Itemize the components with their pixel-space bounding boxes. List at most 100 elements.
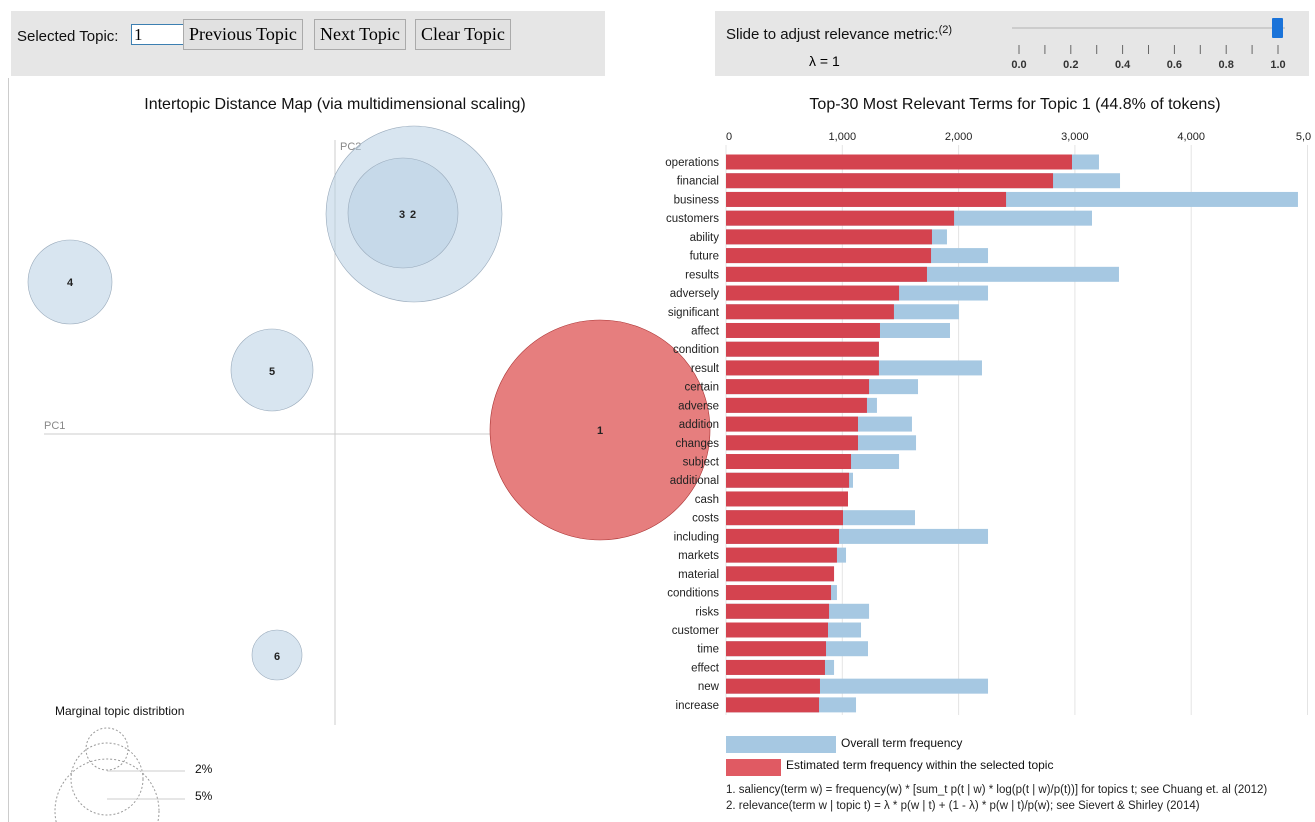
topic-frequency-bar[interactable] <box>726 435 859 451</box>
topic-frequency-bar[interactable] <box>726 491 848 507</box>
topic-frequency-bar[interactable] <box>726 229 932 245</box>
term-label[interactable]: certain <box>684 382 719 394</box>
topic-label-2: 2 <box>410 209 416 221</box>
term-label[interactable]: condition <box>673 344 719 356</box>
topic-circle-1[interactable] <box>489 319 711 541</box>
lambda-tick-label: 0.6 <box>1167 59 1182 71</box>
topic-frequency-bar[interactable] <box>726 191 1007 207</box>
topic-frequency-bar[interactable] <box>726 379 870 395</box>
topic-circle-6[interactable] <box>251 629 303 681</box>
x-tick-label: 2,000 <box>945 131 973 143</box>
topic-circle-4[interactable] <box>27 239 113 325</box>
term-label[interactable]: time <box>697 644 719 656</box>
topic-frequency-bar[interactable] <box>726 454 852 470</box>
term-label[interactable]: result <box>691 363 720 375</box>
topic-frequency-bar[interactable] <box>726 397 867 413</box>
topic-frequency-bar[interactable] <box>726 528 840 544</box>
term-label[interactable]: risks <box>695 606 719 618</box>
selected-topic-input[interactable] <box>131 24 189 45</box>
marginal-legend-circle <box>85 727 129 771</box>
pc1-label: PC1 <box>44 420 65 432</box>
term-label[interactable]: significant <box>668 307 720 319</box>
lambda-tick-label: 1.0 <box>1270 59 1285 71</box>
previous-topic-button[interactable]: Previous Topic <box>183 19 303 50</box>
next-topic-button[interactable]: Next Topic <box>314 19 406 50</box>
term-label[interactable]: conditions <box>667 588 719 600</box>
term-label[interactable]: customers <box>666 213 719 225</box>
marginal-legend-circle <box>70 742 144 816</box>
topic-circle-3[interactable] <box>347 157 459 269</box>
term-label[interactable]: results <box>685 269 719 281</box>
topic-frequency-bar[interactable] <box>726 285 900 301</box>
topic-label-1: 1 <box>597 425 603 437</box>
topic-circle-5[interactable] <box>230 328 314 412</box>
x-tick-label: 0 <box>726 131 732 143</box>
term-label[interactable]: customer <box>672 625 719 637</box>
term-label[interactable]: cash <box>695 494 719 506</box>
term-label[interactable]: future <box>690 251 719 263</box>
left-border <box>8 78 9 822</box>
term-label[interactable]: material <box>678 569 719 581</box>
term-label[interactable]: new <box>698 681 720 693</box>
topic-frequency-bar[interactable] <box>726 341 879 357</box>
topic-frequency-bar[interactable] <box>726 510 843 526</box>
term-label[interactable]: markets <box>678 550 719 562</box>
legend-topic-swatch <box>726 759 781 776</box>
topic-frequency-bar[interactable] <box>726 304 894 320</box>
topic-frequency-bar[interactable] <box>726 416 859 432</box>
topic-frequency-bar[interactable] <box>726 697 820 713</box>
topic-label-6: 6 <box>274 651 280 663</box>
lambda-tick-label: 0.0 <box>1011 59 1026 71</box>
term-label[interactable]: additional <box>670 475 719 487</box>
lambda-panel: Slide to adjust relevance metric:(2) λ =… <box>715 11 1309 76</box>
clear-topic-button[interactable]: Clear Topic <box>415 19 511 50</box>
term-label[interactable]: costs <box>692 513 719 525</box>
term-label[interactable]: adverse <box>678 400 719 412</box>
x-tick-label: 5,0 <box>1296 131 1311 143</box>
topic-frequency-bar[interactable] <box>726 547 837 563</box>
x-tick-label: 4,000 <box>1177 131 1205 143</box>
term-label[interactable]: adversely <box>670 288 719 300</box>
term-label[interactable]: increase <box>676 700 719 712</box>
lambda-footnote: (2) <box>938 24 953 36</box>
term-label[interactable]: changes <box>676 438 720 450</box>
topic-frequency-bar[interactable] <box>726 659 825 675</box>
legend-overall-swatch <box>726 736 836 753</box>
term-label[interactable]: addition <box>679 419 719 431</box>
topic-frequency-bar[interactable] <box>726 248 932 264</box>
topic-frequency-bar[interactable] <box>726 210 955 226</box>
topic-frequency-bar[interactable] <box>726 603 830 619</box>
topic-frequency-bar[interactable] <box>726 154 1072 170</box>
footnote-saliency: 1. saliency(term w) = frequency(w) * [su… <box>726 784 1267 796</box>
topic-frequency-bar[interactable] <box>726 322 880 338</box>
term-label[interactable]: operations <box>665 157 719 169</box>
topic-label-3: 3 <box>399 209 405 221</box>
term-label[interactable]: including <box>674 531 719 543</box>
topic-label-5: 5 <box>269 366 275 378</box>
topic-controls: Selected Topic: Previous Topic Next Topi… <box>11 11 605 76</box>
legend-overall-label: Overall term frequency <box>841 736 962 750</box>
topic-frequency-bar[interactable] <box>726 266 927 282</box>
term-label[interactable]: ability <box>690 232 720 244</box>
lambda-slider-handle[interactable] <box>1272 18 1283 38</box>
topic-frequency-bar[interactable] <box>726 641 827 657</box>
lambda-tick-label: 0.8 <box>1219 59 1234 71</box>
term-label[interactable]: business <box>674 194 720 206</box>
term-label[interactable]: subject <box>683 457 720 469</box>
x-tick-label: 1,000 <box>829 131 857 143</box>
topic-frequency-bar[interactable] <box>726 585 832 601</box>
topic-frequency-bar[interactable] <box>726 472 850 488</box>
bar-chart-title: Top-30 Most Relevant Terms for Topic 1 (… <box>809 96 1220 113</box>
topic-frequency-bar[interactable] <box>726 360 879 376</box>
marginal-legend-label: 2% <box>195 762 213 776</box>
topic-frequency-bar[interactable] <box>726 678 820 694</box>
topic-frequency-bar[interactable] <box>726 173 1054 189</box>
topic-frequency-bar[interactable] <box>726 566 835 582</box>
lambda-label-text: Slide to adjust relevance metric: <box>726 26 939 43</box>
term-label[interactable]: affect <box>691 325 720 337</box>
marginal-legend-circle <box>54 758 160 822</box>
topic-frequency-bar[interactable] <box>726 622 828 638</box>
term-label[interactable]: effect <box>691 662 720 674</box>
term-label[interactable]: financial <box>677 176 719 188</box>
